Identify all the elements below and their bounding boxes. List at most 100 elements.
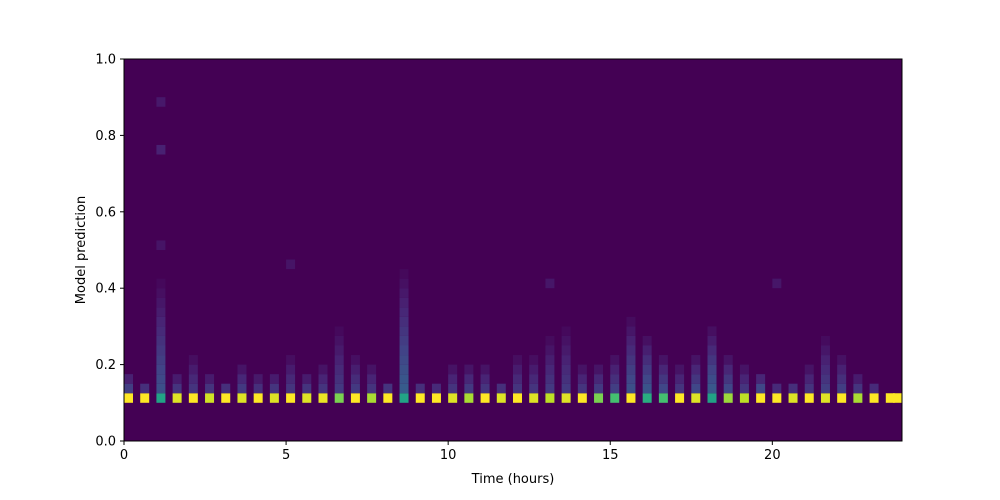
band-cell (820, 393, 830, 403)
band-cell (772, 393, 782, 403)
streak-cell (464, 383, 474, 394)
streak-cell (707, 335, 717, 346)
streak-cell (561, 374, 571, 384)
streak-cell (350, 374, 360, 384)
band-cell (237, 393, 247, 403)
streak-cell (448, 364, 458, 375)
streak-cell (658, 355, 668, 365)
band-cell (626, 393, 636, 403)
band-cell (756, 393, 766, 403)
band-cell (837, 393, 847, 403)
streak-cell (723, 364, 733, 375)
streak-cell (286, 374, 296, 384)
streak-cell (804, 383, 814, 394)
streak-cell (140, 383, 150, 394)
streak-cell (156, 374, 166, 384)
streak-cell (334, 345, 344, 356)
streak-cell (739, 364, 749, 375)
streak-cell (675, 374, 685, 384)
streak-cell (707, 326, 717, 336)
streak-cell (626, 326, 636, 336)
streak-cell (723, 374, 733, 384)
streak-cell (318, 374, 328, 384)
band-cell (318, 393, 328, 403)
streak-cell (124, 383, 133, 394)
band-cell (334, 393, 344, 403)
streak-cell (156, 288, 166, 298)
streak-cell (561, 355, 571, 365)
band-cell (545, 393, 555, 403)
streak-cell (156, 345, 166, 356)
streak-cell (658, 364, 668, 375)
streak-cell (561, 335, 571, 346)
streak-cell (642, 345, 652, 356)
band-cell (480, 393, 490, 403)
streak-cell (383, 383, 393, 394)
streak-cell (691, 383, 701, 394)
streak-cell (658, 383, 668, 394)
band-cell (869, 393, 879, 403)
band-cell (577, 393, 587, 403)
streak-cell (172, 374, 182, 384)
band-cell (302, 393, 312, 403)
streak-cell (172, 383, 182, 394)
streak-cell (399, 326, 409, 336)
streak-cell (156, 335, 166, 346)
axis-ticks: 0 5 10 15 20 0.0 0.2 0.4 0.6 0.8 1.0 (95, 53, 780, 464)
outlier-cell (545, 278, 555, 289)
band-cell (383, 393, 393, 403)
y-tick-label: 1.0 (95, 53, 116, 68)
band-cell (658, 393, 668, 403)
streak-cell (156, 326, 166, 336)
streak-cell (756, 383, 766, 394)
streak-cell (513, 355, 522, 365)
streak-cell (837, 355, 847, 365)
streak-cell (334, 355, 344, 365)
band-cell (594, 393, 604, 403)
streak-cell (739, 383, 749, 394)
streak-cell (302, 383, 312, 394)
x-tick-label: 0 (120, 448, 128, 463)
streak-cell (642, 374, 652, 384)
streak-cell (626, 316, 636, 327)
streak-cell (188, 374, 198, 384)
streak-cell (302, 374, 312, 384)
streak-cell (610, 364, 620, 375)
streak-cell (610, 383, 620, 394)
streak-cell (480, 383, 490, 394)
streak-cell (513, 364, 522, 375)
streak-cell (286, 364, 296, 375)
band-cell (221, 393, 231, 403)
streak-cell (188, 355, 198, 365)
band-cell (367, 393, 377, 403)
band-cell (691, 393, 701, 403)
band-cell (399, 393, 409, 403)
streak-cell (367, 383, 377, 394)
streak-cell (756, 374, 766, 384)
streak-cell (594, 364, 604, 375)
streak-cell (334, 383, 344, 394)
streak-cell (156, 364, 166, 375)
band-cell (788, 393, 798, 403)
band-cell (286, 393, 296, 403)
streak-cell (594, 374, 604, 384)
streak-cell (707, 364, 717, 375)
x-tick-label: 5 (282, 448, 290, 463)
streak-cell (237, 383, 247, 394)
streak-cell (237, 374, 247, 384)
streak-cell (723, 355, 733, 365)
band-cell (156, 393, 166, 403)
outlier-cell (156, 240, 166, 250)
streak-cell (820, 383, 830, 394)
band-cell (269, 393, 279, 403)
streak-cell (399, 383, 409, 394)
streak-cell (156, 307, 166, 317)
streak-cell (156, 278, 166, 289)
streak-cell (707, 383, 717, 394)
streak-cell (188, 364, 198, 375)
y-tick-label: 0.8 (95, 129, 116, 144)
streak-cell (529, 374, 539, 384)
x-tick-label: 20 (764, 448, 781, 463)
band-cell (205, 393, 215, 403)
